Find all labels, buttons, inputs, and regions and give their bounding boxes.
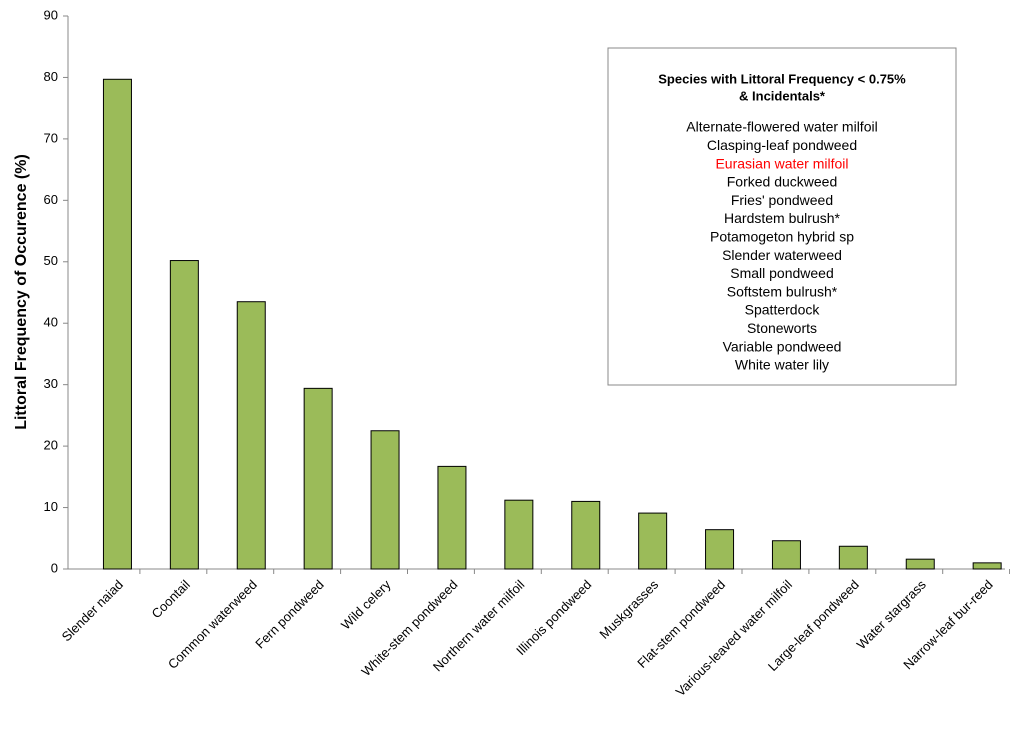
annotation-item: Alternate-flowered water milfoil [686, 119, 877, 135]
annotation-item: Stoneworts [747, 320, 817, 336]
annotation-title: Species with Littoral Frequency < 0.75% [658, 71, 906, 86]
x-tick-label: Slender naiad [59, 577, 126, 644]
annotation-item: Small pondweed [730, 265, 834, 281]
y-axis-label: Littoral Frequency of Occurence (%) [13, 154, 30, 430]
y-tick-label: 70 [44, 130, 58, 145]
bar [370, 430, 400, 570]
bar [169, 260, 199, 570]
y-tick-label: 30 [44, 376, 58, 391]
annotation-item: Forked duckweed [727, 174, 838, 190]
x-tick-label: Various-leaved water milfoil [673, 577, 795, 699]
x-tick-label: Fern pondweed [252, 577, 326, 651]
bar [504, 499, 534, 570]
annotation-box [607, 47, 957, 386]
y-tick-label: 60 [44, 192, 58, 207]
annotation-item: Slender waterweed [722, 247, 842, 263]
bar [705, 529, 735, 570]
annotation-item: Hardstem bulrush* [724, 210, 840, 226]
annotation-item: Potamogeton hybrid sp [710, 229, 854, 245]
annotation-item: Spatterdock [745, 302, 821, 318]
x-tick-label: Wild celery [338, 577, 394, 633]
annotation-item: Clasping-leaf pondweed [707, 137, 857, 153]
bar [102, 78, 132, 570]
bar [437, 465, 467, 570]
x-tick-label: Coontail [149, 577, 193, 621]
annotation-item: White water lily [735, 357, 829, 373]
annotation-title: & Incidentals* [739, 88, 826, 103]
y-tick-label: 90 [44, 7, 58, 22]
bar [838, 545, 868, 570]
bar [571, 500, 601, 570]
annotation-item: Eurasian water milfoil [715, 155, 848, 171]
y-tick-label: 80 [44, 69, 58, 84]
bar [972, 562, 1002, 570]
y-tick-label: 50 [44, 253, 58, 268]
x-tick-label: Muskgrasses [596, 577, 661, 642]
bar [905, 558, 935, 570]
bar [638, 512, 668, 570]
y-tick-label: 20 [44, 438, 58, 453]
bar [236, 301, 266, 570]
y-tick-label: 0 [51, 560, 58, 575]
annotation-item: Fries' pondweed [731, 192, 833, 208]
y-tick-label: 40 [44, 315, 58, 330]
y-tick-label: 10 [44, 499, 58, 514]
x-tick-label: Water stargrass [854, 577, 929, 652]
annotation-item: Variable pondweed [723, 338, 842, 354]
bar [771, 540, 801, 570]
annotation-item: Softstem bulrush* [727, 283, 838, 299]
bar [303, 387, 333, 570]
